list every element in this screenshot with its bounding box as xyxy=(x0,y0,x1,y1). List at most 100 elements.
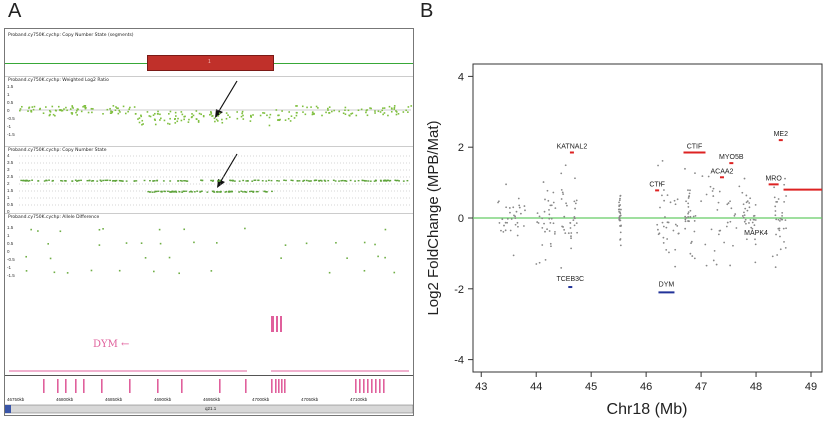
log2-point xyxy=(315,105,318,108)
allele-ytick: -1 xyxy=(7,265,12,270)
scatter-point xyxy=(619,208,622,211)
gene-label: TCEB3C xyxy=(556,276,584,283)
log2-point xyxy=(38,108,41,111)
log2-point xyxy=(211,115,214,117)
cn-point xyxy=(155,190,158,193)
cn-point xyxy=(255,191,258,193)
log2-point xyxy=(184,115,186,118)
log2-point xyxy=(54,114,56,117)
coordinate-label: 46800kb xyxy=(56,397,74,402)
log2-point xyxy=(295,111,298,114)
log2-point xyxy=(109,112,112,114)
log2-point xyxy=(290,115,293,117)
cn-point xyxy=(320,180,323,182)
scatter-point xyxy=(663,189,665,191)
x-tick-label: 43 xyxy=(475,381,487,393)
cn-point xyxy=(25,179,28,182)
scatter-point xyxy=(570,247,573,250)
log2-point xyxy=(240,115,243,118)
scatter-point xyxy=(693,220,696,222)
cn-point xyxy=(242,179,245,182)
gene-label: CTIF xyxy=(649,181,665,188)
log2-point xyxy=(241,112,243,115)
gene-exon xyxy=(355,379,357,393)
log2-point xyxy=(49,113,51,116)
log2-point xyxy=(191,116,193,118)
log2-point xyxy=(112,105,115,107)
scatter-point xyxy=(779,248,782,251)
cn-point xyxy=(244,191,247,193)
scatter-point xyxy=(498,222,501,224)
cn-point xyxy=(52,179,54,182)
cn-ytick: 0 xyxy=(7,209,10,214)
gene-exon xyxy=(271,379,273,393)
log2-point xyxy=(344,106,347,109)
scatter-point xyxy=(744,207,747,210)
scatter-point xyxy=(563,215,566,218)
log2-point xyxy=(391,108,393,110)
log2-point xyxy=(215,118,218,121)
gene-label: MRO xyxy=(765,175,782,182)
log2-point xyxy=(76,109,78,112)
log2-point xyxy=(209,113,211,116)
log2-point xyxy=(262,112,264,114)
scatter-point xyxy=(569,227,572,229)
scatter-point xyxy=(673,199,676,202)
cn-point xyxy=(231,179,234,182)
scatter-point xyxy=(707,175,710,178)
cn-ytick: 4 xyxy=(7,153,10,158)
scatter-point xyxy=(618,201,620,204)
track-title-allele-difference: Proband.cy750K.cychp: Allele Difference xyxy=(8,215,100,220)
scatter-point xyxy=(541,226,544,229)
log2-point xyxy=(200,113,202,116)
log2-point xyxy=(366,114,369,117)
scatter-point xyxy=(778,220,781,222)
cn-point xyxy=(257,179,260,182)
cn-point xyxy=(345,180,348,182)
cn-point xyxy=(200,190,202,193)
cn-point xyxy=(196,190,199,192)
allele-point xyxy=(66,272,69,274)
cn-point xyxy=(229,190,232,193)
log2-point xyxy=(195,118,198,120)
cn-point xyxy=(212,190,215,193)
log2-point xyxy=(357,109,360,112)
scatter-point xyxy=(743,220,746,223)
gene-exon xyxy=(275,379,277,393)
foldchange-panel: Chr18 (Mb) Log2 FoldChange (MPB/Mat) 43 4… xyxy=(412,0,825,419)
log2-point xyxy=(328,106,331,108)
scatter-point xyxy=(748,202,751,204)
log2-ytick: 0.5 xyxy=(7,100,14,105)
copy-number-segment[interactable]: 1 xyxy=(147,55,274,71)
cn-point xyxy=(179,179,182,182)
cn-point xyxy=(343,180,346,182)
cn-point xyxy=(250,190,253,193)
log2-point xyxy=(71,112,74,114)
scatter-point xyxy=(572,219,575,222)
log2-point xyxy=(191,113,193,115)
panel-a-letter: A xyxy=(8,0,22,22)
scatter-point xyxy=(712,195,715,197)
allele-point xyxy=(284,244,287,246)
log2-point xyxy=(195,110,198,112)
scatter-point xyxy=(684,220,687,223)
cn-point xyxy=(162,180,165,182)
scatter-point xyxy=(750,226,753,229)
coordinate-label: 47000kb xyxy=(252,397,270,402)
segment-label: 1 xyxy=(208,59,211,65)
log2-point xyxy=(180,119,183,122)
scatter-point xyxy=(744,218,747,221)
log2-point xyxy=(327,107,329,110)
cn-point xyxy=(396,179,399,182)
gene-exon xyxy=(363,379,365,393)
scatter-point xyxy=(657,164,659,167)
scatter-point xyxy=(694,214,697,217)
scatter-point xyxy=(732,244,734,247)
log2-point xyxy=(141,119,144,122)
log2-point xyxy=(288,111,290,113)
cn-point xyxy=(90,180,93,182)
cn-point xyxy=(380,180,382,182)
log2-point xyxy=(146,111,149,113)
scatter-point xyxy=(515,210,518,213)
cn-point xyxy=(147,190,150,193)
